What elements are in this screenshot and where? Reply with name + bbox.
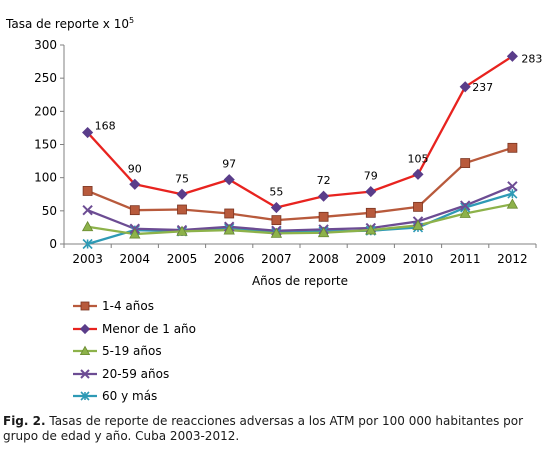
- data-label: 90: [128, 162, 142, 175]
- data-point-menor-de-1-a-o: [223, 174, 235, 186]
- data-point-menor-de-1-a-o: [459, 81, 471, 93]
- data-point-1-4-a-os: [271, 215, 282, 226]
- data-point-5-19-a-os: [412, 219, 424, 230]
- data-point-1-4-a-os: [129, 205, 140, 216]
- y-tick-label: 250: [34, 71, 57, 85]
- data-label: 105: [408, 152, 429, 165]
- series-line-20-59-a-os: [87, 185, 513, 232]
- x-tick-label: 2006: [214, 252, 245, 266]
- legend-swatch-marker: [80, 368, 90, 379]
- data-label: 97: [222, 158, 236, 171]
- y-axis-title: Tasa de reporte x 105: [5, 16, 134, 31]
- legend-swatch-marker: [80, 391, 90, 401]
- data-point-1-4-a-os: [177, 204, 187, 215]
- legend-swatch: [73, 323, 97, 334]
- data-point-20-59-a-os: [507, 181, 518, 192]
- data-labels: 168 90 75 97 55 72 79 105 237 283: [95, 52, 543, 198]
- data-point-20-59-a-os: [82, 204, 93, 216]
- x-tick-label: 2010: [403, 252, 434, 266]
- legend-item: 5-19 años: [72, 342, 272, 365]
- data-point-menor-de-1-a-o: [270, 201, 282, 214]
- data-point-1-4-a-os: [82, 186, 93, 196]
- y-tick-label: 0: [49, 237, 57, 251]
- legend-swatch-marker: [80, 301, 90, 311]
- data-label: 168: [95, 120, 116, 133]
- chart-axes: 0 50 100 150 200 250 300 2003 2004 2005 2006 2007 20…: [34, 38, 537, 266]
- data-label: 75: [175, 172, 189, 185]
- series-markers: [81, 50, 519, 250]
- x-tick-label: 2004: [120, 252, 151, 266]
- data-point-5-19-a-os: [223, 224, 235, 235]
- x-tick-label: 2007: [261, 252, 292, 266]
- series-line-5-19-a-os: [87, 203, 513, 236]
- y-tick-label: 300: [34, 38, 57, 52]
- figure-caption: Fig. 2. Tasas de reporte de reacciones a…: [3, 414, 554, 444]
- legend-item: 1-4 años: [72, 297, 272, 320]
- x-tick-label: 2003: [72, 252, 103, 266]
- data-point-60-y-m-s: [82, 238, 93, 250]
- data-label: 237: [472, 81, 493, 94]
- data-point-menor-de-1-a-o: [412, 168, 424, 180]
- legend: 1-4 años Menor de 1 año 5-19 años 20-59 año…: [72, 297, 272, 410]
- data-point-5-19-a-os: [317, 226, 330, 238]
- data-point-5-19-a-os: [81, 220, 94, 232]
- legend-swatch: [73, 301, 97, 311]
- legend-swatch: [73, 368, 97, 379]
- data-point-1-4-a-os: [460, 158, 471, 168]
- data-point-5-19-a-os: [270, 227, 283, 238]
- series-lines: [86, 55, 514, 246]
- x-tick-label: 2011: [450, 252, 481, 266]
- data-point-1-4-a-os: [318, 211, 329, 222]
- legend-item: 20-59 años: [72, 365, 272, 388]
- y-axis-title-superscript: 5: [129, 16, 134, 25]
- data-label: 55: [269, 186, 283, 199]
- data-point-5-19-a-os: [365, 224, 377, 235]
- legend-label: Menor de 1 año: [102, 321, 196, 336]
- data-point-1-4-a-os: [507, 142, 518, 153]
- data-point-menor-de-1-a-o: [129, 178, 141, 190]
- data-point-menor-de-1-a-o: [318, 190, 330, 202]
- data-point-menor-de-1-a-o: [82, 126, 94, 139]
- series-line-menor-de-1-a-o: [86, 55, 514, 209]
- data-point-5-19-a-os: [506, 198, 519, 209]
- data-point-menor-de-1-a-o: [365, 186, 377, 198]
- legend-item: Menor de 1 año: [72, 320, 272, 343]
- legend-swatch: [73, 345, 97, 356]
- data-point-1-4-a-os: [365, 207, 376, 218]
- y-axis-title-text: Tasa de reporte x 10: [5, 17, 129, 31]
- legend-swatch-marker: [79, 345, 91, 356]
- legend-swatch-marker: [79, 323, 91, 334]
- data-point-menor-de-1-a-o: [506, 50, 518, 62]
- data-point-1-4-a-os: [413, 201, 423, 212]
- data-point-5-19-a-os: [129, 228, 141, 239]
- data-point-5-19-a-os: [459, 207, 471, 218]
- data-label: 79: [364, 170, 378, 183]
- legend-item: 60 y más: [72, 387, 272, 410]
- caption-text: Tasas de reporte de reacciones adversas …: [3, 414, 524, 443]
- x-tick-label: 2005: [167, 252, 198, 266]
- series-line-1-4-a-os: [87, 146, 513, 222]
- data-point-1-4-a-os: [224, 208, 235, 219]
- x-tick-label: 2008: [308, 252, 339, 266]
- caption-label: Fig. 2.: [3, 414, 46, 428]
- data-point-20-59-a-os: [459, 200, 471, 211]
- legend-label: 60 y más: [102, 389, 158, 403]
- line-chart: Tasa de reporte x 105 0 50 100 150 200 250 300…: [5, 16, 543, 288]
- legend-label: 20-59 años: [102, 366, 170, 381]
- y-tick-label: 50: [42, 204, 57, 218]
- y-tick-label: 200: [34, 104, 57, 118]
- y-tick-label: 150: [34, 138, 57, 152]
- data-label: 283: [521, 52, 542, 65]
- x-tick-label: 2012: [497, 252, 528, 266]
- legend-label: 5-19 años: [102, 344, 162, 358]
- data-point-menor-de-1-a-o: [176, 188, 188, 200]
- data-label: 72: [317, 174, 331, 187]
- x-axis-title: Años de reporte: [252, 274, 348, 288]
- y-tick-label: 100: [34, 171, 57, 185]
- legend-swatch: [73, 391, 97, 401]
- data-point-5-19-a-os: [176, 225, 188, 236]
- x-tick-label: 2009: [356, 252, 387, 266]
- legend-label: 1-4 años: [102, 299, 154, 313]
